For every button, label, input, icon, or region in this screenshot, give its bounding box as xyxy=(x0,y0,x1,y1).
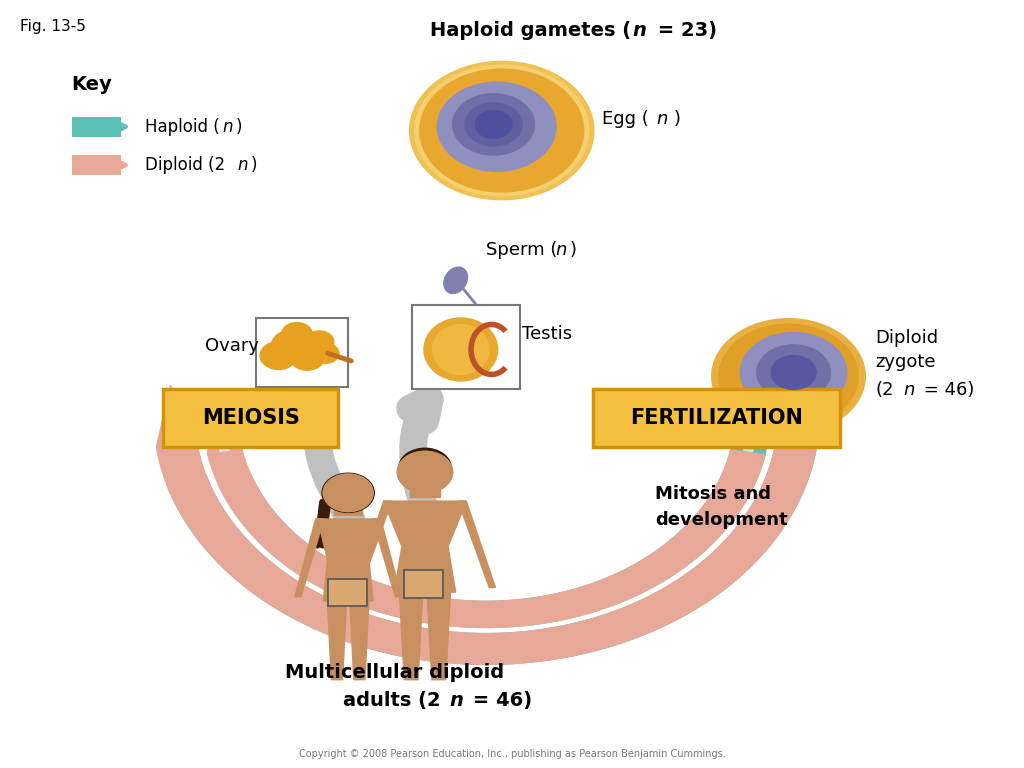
Polygon shape xyxy=(776,385,816,447)
Polygon shape xyxy=(208,438,768,627)
Text: Sperm (: Sperm ( xyxy=(486,241,558,259)
Polygon shape xyxy=(410,485,440,498)
Text: Haploid (: Haploid ( xyxy=(145,118,220,136)
Polygon shape xyxy=(335,504,361,515)
Polygon shape xyxy=(157,430,818,664)
FancyBboxPatch shape xyxy=(72,155,121,175)
Circle shape xyxy=(260,342,297,369)
Text: ): ) xyxy=(236,118,242,136)
Circle shape xyxy=(475,111,512,138)
Circle shape xyxy=(757,345,830,400)
Circle shape xyxy=(312,343,339,363)
Polygon shape xyxy=(743,419,754,452)
Circle shape xyxy=(771,356,816,389)
Circle shape xyxy=(453,94,535,155)
Circle shape xyxy=(415,65,589,196)
Text: n: n xyxy=(656,110,668,128)
Text: n: n xyxy=(555,241,566,259)
Text: Egg (: Egg ( xyxy=(602,110,649,128)
Polygon shape xyxy=(219,419,229,452)
Circle shape xyxy=(420,69,584,192)
Polygon shape xyxy=(458,502,496,588)
Text: n: n xyxy=(222,118,232,136)
Circle shape xyxy=(410,61,594,200)
Polygon shape xyxy=(167,443,816,664)
Text: ): ) xyxy=(569,241,577,259)
Circle shape xyxy=(305,331,334,353)
FancyBboxPatch shape xyxy=(256,318,348,387)
Text: = 46): = 46) xyxy=(918,381,974,399)
FancyBboxPatch shape xyxy=(593,389,840,447)
Text: Mitosis and
development: Mitosis and development xyxy=(655,485,788,529)
Text: n: n xyxy=(633,22,647,40)
Text: Key: Key xyxy=(72,75,113,94)
Circle shape xyxy=(712,319,865,434)
Circle shape xyxy=(719,324,858,429)
Ellipse shape xyxy=(432,324,489,374)
Polygon shape xyxy=(317,519,379,601)
Polygon shape xyxy=(427,592,451,680)
Text: Multicellular diploid: Multicellular diploid xyxy=(285,663,504,681)
FancyBboxPatch shape xyxy=(72,117,121,137)
Text: adults (2: adults (2 xyxy=(343,691,440,710)
Polygon shape xyxy=(328,601,346,680)
Text: FERTILIZATION: FERTILIZATION xyxy=(631,408,803,428)
Text: Diploid: Diploid xyxy=(876,329,939,347)
FancyBboxPatch shape xyxy=(404,570,443,598)
Text: Testis: Testis xyxy=(522,325,572,343)
Text: n: n xyxy=(450,691,464,710)
Polygon shape xyxy=(791,406,802,445)
Circle shape xyxy=(324,474,373,511)
Text: Haploid gametes (: Haploid gametes ( xyxy=(430,22,631,40)
Polygon shape xyxy=(208,400,242,453)
Text: ): ) xyxy=(251,156,257,174)
Polygon shape xyxy=(350,601,369,680)
Polygon shape xyxy=(399,592,423,680)
Text: n: n xyxy=(238,156,248,174)
Circle shape xyxy=(282,323,312,346)
Text: Copyright © 2008 Pearson Education, Inc., publishing as Pearson Benjamin Cumming: Copyright © 2008 Pearson Education, Inc.… xyxy=(299,749,725,759)
Circle shape xyxy=(397,452,453,493)
Text: Ovary: Ovary xyxy=(205,336,259,355)
Text: n: n xyxy=(903,381,914,399)
Polygon shape xyxy=(295,519,324,597)
Ellipse shape xyxy=(424,318,498,381)
Circle shape xyxy=(271,330,312,361)
FancyBboxPatch shape xyxy=(163,389,338,447)
FancyBboxPatch shape xyxy=(328,578,367,606)
Circle shape xyxy=(740,333,847,412)
Text: = 23): = 23) xyxy=(651,22,717,40)
Text: Fig. 13-5: Fig. 13-5 xyxy=(20,19,86,35)
Circle shape xyxy=(437,82,556,171)
Polygon shape xyxy=(171,406,182,445)
Circle shape xyxy=(290,344,325,370)
Text: = 46): = 46) xyxy=(466,691,532,710)
Polygon shape xyxy=(157,385,197,447)
Text: ): ) xyxy=(674,110,681,128)
Text: zygote: zygote xyxy=(876,353,936,372)
Ellipse shape xyxy=(443,267,468,293)
FancyBboxPatch shape xyxy=(412,305,520,389)
Circle shape xyxy=(324,474,373,511)
Circle shape xyxy=(465,103,522,146)
Circle shape xyxy=(322,473,375,512)
Polygon shape xyxy=(354,502,392,588)
Polygon shape xyxy=(218,449,765,627)
Circle shape xyxy=(397,452,453,493)
Polygon shape xyxy=(731,400,765,453)
Text: MEIOSIS: MEIOSIS xyxy=(202,408,300,428)
Polygon shape xyxy=(383,502,466,592)
Circle shape xyxy=(398,449,452,488)
Text: Diploid (2: Diploid (2 xyxy=(145,156,225,174)
Text: (2: (2 xyxy=(876,381,894,399)
Polygon shape xyxy=(373,519,401,597)
